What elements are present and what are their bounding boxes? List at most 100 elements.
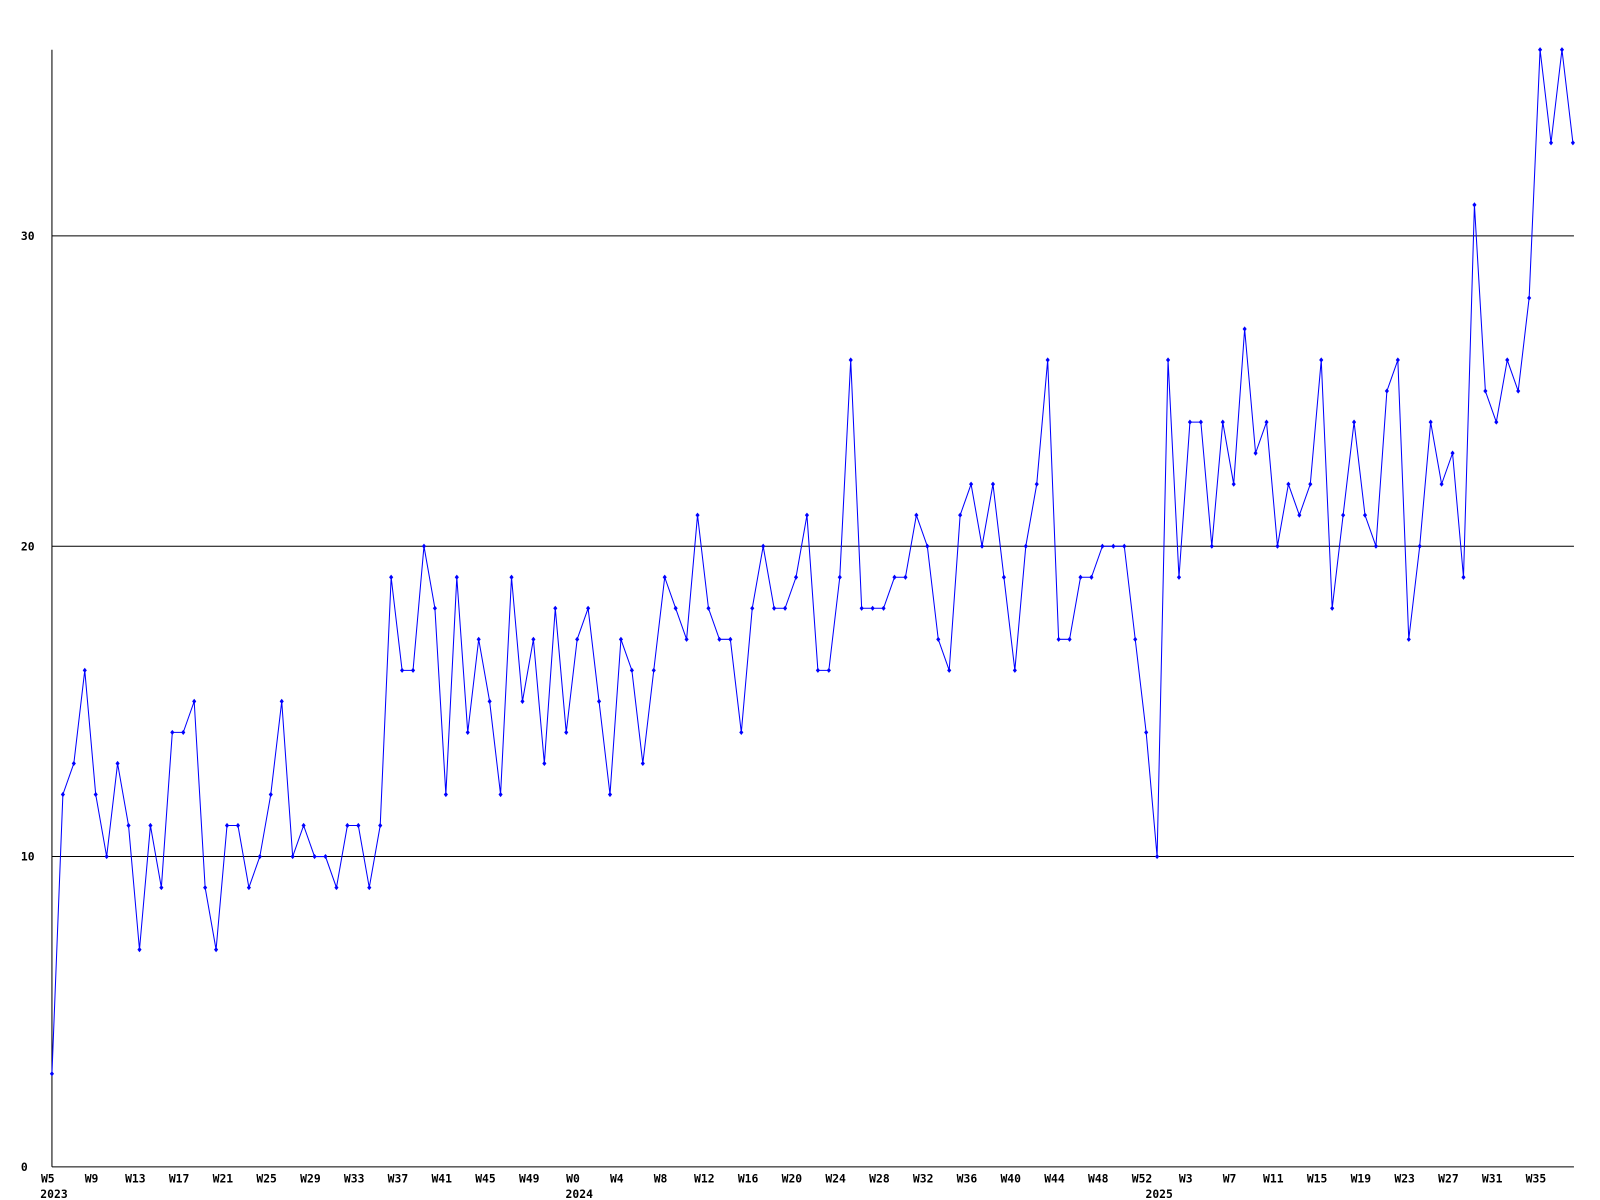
point-marker xyxy=(1570,140,1575,146)
point-marker xyxy=(1023,543,1028,549)
point-marker xyxy=(728,636,733,642)
point-marker xyxy=(268,791,273,798)
y-tick-label: 20 xyxy=(21,539,35,553)
point-marker xyxy=(1155,853,1160,860)
point-marker xyxy=(82,667,87,673)
point-marker xyxy=(498,791,503,798)
point-marker xyxy=(356,822,361,829)
point-marker xyxy=(684,636,689,642)
point-marker xyxy=(170,729,175,736)
point-marker xyxy=(1559,47,1565,53)
point-marker xyxy=(301,822,306,829)
point-marker xyxy=(367,884,372,891)
x-tick-label: W27 xyxy=(1438,1171,1459,1185)
point-marker xyxy=(553,605,558,611)
point-marker xyxy=(345,822,350,829)
point-marker xyxy=(1439,481,1444,487)
point-marker xyxy=(323,853,328,860)
point-marker xyxy=(1472,202,1477,208)
point-marker xyxy=(1133,636,1138,642)
x-tick-label: W24 xyxy=(825,1171,846,1185)
point-marker xyxy=(936,636,941,642)
point-marker xyxy=(990,481,996,487)
point-marker xyxy=(1045,357,1050,363)
point-marker xyxy=(1428,419,1433,425)
point-marker xyxy=(925,543,930,549)
x-tick-label: W21 xyxy=(213,1171,234,1185)
x-tick-label: W28 xyxy=(869,1171,890,1185)
point-marker xyxy=(1067,636,1072,642)
point-marker xyxy=(235,822,241,829)
point-marker xyxy=(1198,419,1203,425)
point-marker xyxy=(1406,636,1411,642)
x-tick-label: W33 xyxy=(344,1171,365,1185)
point-marker xyxy=(1231,481,1236,487)
point-marker xyxy=(378,822,383,829)
point-marker xyxy=(148,822,153,829)
point-marker xyxy=(947,667,952,673)
point-marker xyxy=(772,605,777,611)
point-marker xyxy=(410,667,416,673)
point-marker xyxy=(1548,140,1554,146)
x-tick-label: W23 xyxy=(1394,1171,1415,1185)
point-marker xyxy=(782,605,788,611)
x-tick-label: W41 xyxy=(431,1171,452,1185)
point-marker xyxy=(93,791,98,798)
point-marker xyxy=(224,822,230,829)
x-tick-label: W31 xyxy=(1482,1171,1503,1185)
point-marker xyxy=(1187,419,1193,425)
series-line xyxy=(51,49,1574,1074)
point-marker xyxy=(596,698,602,704)
point-marker xyxy=(761,543,766,549)
point-marker xyxy=(848,357,853,363)
point-marker xyxy=(958,512,963,518)
point-marker xyxy=(49,1071,55,1077)
point-marker xyxy=(564,729,569,736)
point-marker xyxy=(815,667,820,673)
x-year-label: 2023 xyxy=(40,1187,68,1200)
x-tick-label: W36 xyxy=(957,1171,978,1185)
point-marker xyxy=(979,543,985,549)
point-marker xyxy=(1297,512,1302,518)
point-marker xyxy=(793,574,799,580)
x-tick-label: W45 xyxy=(475,1171,496,1185)
point-marker xyxy=(804,512,810,518)
x-tick-label: W12 xyxy=(694,1171,715,1185)
x-tick-label: W40 xyxy=(1000,1171,1021,1185)
point-marker xyxy=(750,605,755,611)
x-tick-label: W16 xyxy=(738,1171,759,1185)
point-marker xyxy=(465,729,470,736)
point-marker xyxy=(837,574,842,580)
point-marker xyxy=(1505,357,1510,363)
point-marker xyxy=(739,729,744,736)
x-tick-label: W17 xyxy=(169,1171,190,1185)
point-marker xyxy=(181,729,186,736)
point-marker xyxy=(1319,357,1324,363)
point-marker xyxy=(115,760,120,767)
point-marker xyxy=(629,667,634,673)
point-marker xyxy=(651,667,656,673)
point-marker xyxy=(1144,729,1149,736)
point-marker xyxy=(1308,481,1313,487)
point-marker xyxy=(607,791,613,798)
point-marker xyxy=(673,605,678,611)
x-year-label: 2024 xyxy=(566,1187,594,1200)
point-marker xyxy=(1395,357,1400,363)
point-marker xyxy=(1122,543,1127,549)
point-marker xyxy=(421,543,427,549)
x-tick-label: W8 xyxy=(654,1171,668,1185)
x-tick-label: W13 xyxy=(125,1171,146,1185)
point-marker xyxy=(1384,388,1389,394)
point-marker xyxy=(717,636,722,642)
point-marker xyxy=(454,574,459,580)
point-marker xyxy=(159,884,164,891)
x-tick-label: W3 xyxy=(1179,1171,1193,1185)
x-tick-label: W15 xyxy=(1307,1171,1328,1185)
x-tick-label: W5 xyxy=(41,1171,55,1185)
point-marker xyxy=(531,636,536,642)
x-tick-label: W32 xyxy=(913,1171,934,1185)
point-marker xyxy=(575,636,580,642)
point-marker xyxy=(334,884,339,891)
